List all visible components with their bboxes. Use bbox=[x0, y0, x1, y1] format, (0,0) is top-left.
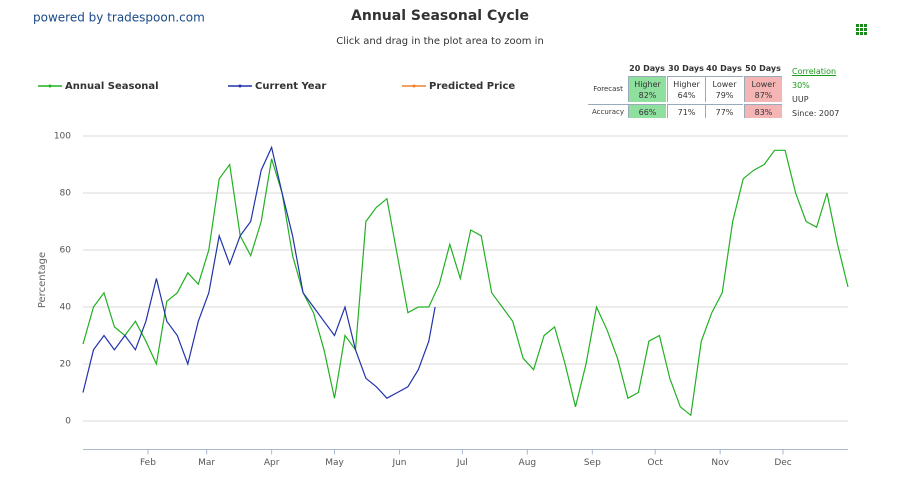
table-cell: 30 Days bbox=[668, 64, 704, 73]
legend-label: Predicted Price bbox=[429, 81, 515, 92]
series-line bbox=[82, 145, 436, 399]
table-cell: 71% bbox=[667, 104, 705, 118]
x-tick-label: Feb bbox=[140, 458, 156, 468]
table-cell: Lower 79% bbox=[705, 76, 743, 102]
table-cell: Forecast bbox=[593, 85, 623, 93]
powered-by: powered by tradespoon.com bbox=[33, 11, 205, 25]
x-tick-label: Oct bbox=[647, 458, 663, 468]
symbol: UUP bbox=[792, 95, 809, 104]
table-cell: Higher 64% bbox=[667, 76, 705, 102]
y-tick-label: 60 bbox=[60, 246, 72, 256]
legend-label: Annual Seasonal bbox=[65, 81, 159, 92]
cell-text: Lower bbox=[712, 80, 737, 89]
x-tick-label: Aug bbox=[519, 458, 537, 468]
table-cell: 83% bbox=[744, 104, 782, 118]
table-cell: 50 Days bbox=[745, 64, 781, 73]
y-tick-label: 100 bbox=[54, 132, 71, 142]
y-tick-label: 0 bbox=[65, 417, 71, 427]
table-cell: 66% bbox=[628, 104, 666, 118]
cell-text: 79% bbox=[715, 91, 734, 100]
table-cell: 20 Days bbox=[629, 64, 665, 73]
table-cell: 40 Days bbox=[706, 64, 742, 73]
table-cell: 77% bbox=[705, 104, 743, 118]
y-axis-label: Percentage bbox=[37, 252, 48, 308]
cell-text: 77% bbox=[715, 108, 734, 117]
series-line bbox=[82, 149, 849, 417]
menu-icon[interactable] bbox=[856, 24, 867, 35]
chart-subtitle: Click and drag in the plot area to zoom … bbox=[336, 36, 544, 47]
x-tick-label: Apr bbox=[264, 458, 280, 468]
table-cell: Lower 87% bbox=[744, 76, 782, 102]
cell-text: Higher bbox=[634, 80, 661, 89]
cell-text: 64% bbox=[677, 91, 696, 100]
correlation-value: 30% bbox=[792, 81, 810, 90]
cell-text: Higher bbox=[673, 80, 700, 89]
cell-text: Lower bbox=[751, 80, 776, 89]
correlation-link[interactable]: Correlation bbox=[792, 67, 837, 76]
legend-label: Current Year bbox=[255, 81, 326, 92]
y-tick-label: 40 bbox=[60, 303, 72, 313]
table-cell: Higher 82% bbox=[628, 76, 666, 102]
y-tick-label: 80 bbox=[60, 189, 72, 199]
legend-dot bbox=[48, 84, 52, 88]
chart-title: Annual Seasonal Cycle bbox=[351, 8, 529, 24]
cell-text: 87% bbox=[754, 91, 773, 100]
x-tick-label: May bbox=[325, 458, 344, 468]
correlation-box: Correlation 30% UUP Since: 2007 bbox=[792, 65, 839, 121]
x-tick-label: Nov bbox=[711, 458, 729, 468]
cell-text: 82% bbox=[638, 91, 657, 100]
legend-dot bbox=[412, 84, 416, 88]
cell-text: 83% bbox=[754, 108, 773, 117]
cell-text: 71% bbox=[677, 108, 696, 117]
x-tick-label: Mar bbox=[198, 458, 215, 468]
x-tick-label: Jul bbox=[456, 458, 468, 468]
legend-dot bbox=[238, 84, 242, 88]
x-tick-label: Jun bbox=[391, 458, 406, 468]
y-tick-label: 20 bbox=[60, 360, 72, 370]
since: Since: 2007 bbox=[792, 109, 840, 118]
x-tick-label: Sep bbox=[584, 458, 601, 468]
table-cell: Accuracy bbox=[588, 104, 628, 118]
x-tick-label: Dec bbox=[774, 458, 791, 468]
cell-text: 66% bbox=[638, 108, 657, 117]
